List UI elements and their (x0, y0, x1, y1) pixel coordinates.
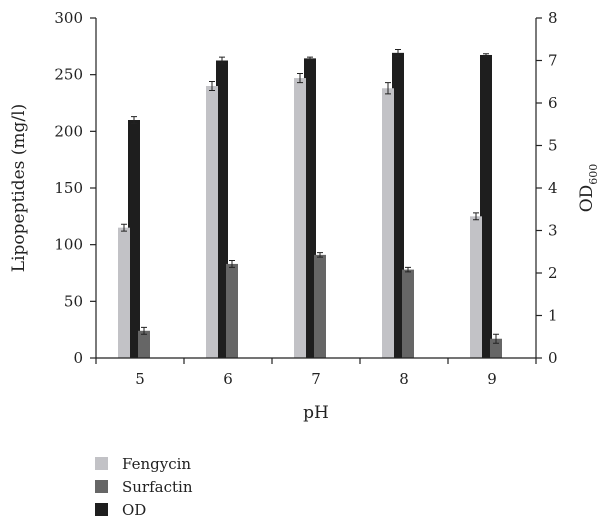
bar-surfactin-ph-8 (402, 269, 414, 358)
x-tick-label: 7 (311, 370, 321, 388)
bar-fengycin-ph-6 (206, 86, 218, 358)
y-left-tick-label: 150 (54, 179, 83, 197)
x-axis-title: pH (303, 403, 329, 423)
y-right-tick-label: 0 (548, 349, 558, 367)
bar-fengycin-ph-7 (294, 78, 306, 358)
y-axis-right-title-subscript: 600 (587, 164, 600, 185)
x-tick-label: 9 (487, 370, 497, 388)
error-bar-od-ph-5 (131, 116, 137, 124)
y-left-tick-label: 50 (64, 292, 83, 310)
legend-swatch-od (95, 503, 108, 516)
bar-surfactin-ph-7 (314, 254, 326, 358)
error-bar-surfactin-ph-8 (405, 266, 411, 273)
y-left-tick-label: 100 (54, 236, 83, 254)
bars-layer (118, 48, 502, 359)
error-bar-fengycin-ph-8 (385, 82, 391, 95)
legend-item-fengycin: Fengycin (95, 455, 191, 473)
error-bar-od-ph-6 (219, 56, 225, 65)
error-bar-od-ph-9 (483, 53, 489, 57)
bar-surfactin-ph-5 (138, 330, 150, 358)
ticks-layer: 0 50 100 150 200 250 300 0 1 2 3 4 5 6 7 8 5 6 7 8 9 (54, 9, 557, 388)
bar-fengycin-ph-8 (382, 88, 394, 359)
legend-label-surfactin: Surfactin (122, 478, 193, 496)
error-bar-fengycin-ph-6 (209, 80, 215, 92)
error-bar-surfactin-ph-6 (229, 260, 235, 268)
x-tick-label: 5 (135, 370, 145, 388)
bar-od-ph-8 (392, 52, 404, 358)
x-tick-label: 8 (399, 370, 409, 388)
legend-item-surfactin: Surfactin (95, 478, 193, 496)
y-right-tick-label: 2 (548, 264, 558, 282)
legend: Fengycin Surfactin OD (95, 455, 193, 519)
bar-od-ph-7 (304, 58, 316, 359)
y-right-tick-label: 8 (548, 9, 558, 27)
y-right-tick-label: 7 (548, 52, 558, 70)
error-bar-fengycin-ph-5 (121, 223, 127, 232)
error-bar-surfactin-ph-5 (141, 326, 147, 335)
y-left-tick-label: 0 (73, 349, 83, 367)
y-axis-right-title: OD600 (577, 164, 600, 213)
y-right-tick-label: 4 (548, 179, 558, 197)
error-bar-fengycin-ph-7 (297, 73, 303, 84)
legend-swatch-surfactin (95, 480, 108, 493)
y-axis-right-title-main: OD (577, 185, 597, 213)
x-tick-label: 6 (223, 370, 233, 388)
y-left-tick-label: 250 (54, 66, 83, 84)
y-axis-left-title: Lipopeptides (mg/l) (9, 104, 29, 272)
legend-label-fengycin: Fengycin (122, 455, 191, 473)
error-bar-fengycin-ph-9 (473, 212, 479, 221)
bar-surfactin-ph-6 (226, 263, 238, 358)
bar-fengycin-ph-5 (118, 227, 130, 358)
legend-item-od: OD (95, 501, 146, 519)
error-bar-od-ph-7 (307, 56, 313, 61)
legend-label-od: OD (122, 501, 146, 519)
y-left-tick-label: 200 (54, 122, 83, 140)
bar-fengycin-ph-9 (470, 216, 482, 358)
error-bar-od-ph-8 (395, 48, 401, 57)
y-left-tick-label: 300 (54, 9, 83, 27)
bar-od-ph-9 (480, 54, 492, 358)
bar-od-ph-5 (128, 120, 140, 358)
y-right-tick-label: 5 (548, 137, 558, 155)
error-bar-surfactin-ph-9 (493, 333, 499, 344)
error-bar-surfactin-ph-7 (317, 252, 323, 258)
y-right-tick-label: 1 (548, 307, 558, 325)
y-right-tick-label: 6 (548, 94, 558, 112)
y-right-tick-label: 3 (548, 222, 558, 240)
bar-od-ph-6 (216, 60, 228, 358)
legend-swatch-fengycin (95, 457, 108, 470)
